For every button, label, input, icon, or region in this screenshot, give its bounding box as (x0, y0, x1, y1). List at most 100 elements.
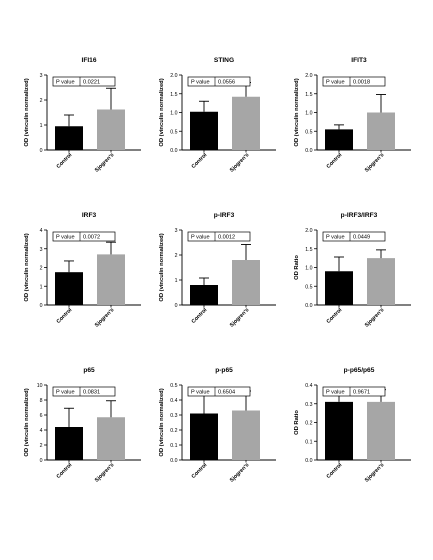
p-value: 0.0556 (218, 80, 235, 86)
y-tick-label: 0.1 (170, 443, 177, 449)
x-tick-label: Control (191, 307, 209, 325)
y-tick-label: 2 (40, 98, 43, 104)
x-tick-label: Control (326, 462, 344, 480)
p-value-label: P value (326, 390, 345, 396)
x-tick-label: Control (326, 152, 344, 170)
y-tick-label: 1.5 (305, 247, 312, 253)
y-tick-label: 0.5 (305, 284, 312, 290)
y-tick-label: 0.2 (170, 428, 177, 434)
bar-control (190, 111, 218, 150)
y-tick-label: 0.0 (170, 458, 177, 464)
x-tick-label: Control (191, 462, 209, 480)
bar-sjogrens (367, 401, 395, 460)
y-tick-label: 3 (40, 73, 43, 79)
x-tick-label: Control (56, 462, 74, 480)
y-tick-label: 6 (40, 413, 43, 419)
y-tick-label: 0.0 (170, 148, 177, 154)
x-tick-label: Sjogren's (364, 152, 385, 173)
chart-panel-8: p-p65 OD (vinculin normalized) 0.0 0.1 0.2 0.… (159, 367, 276, 484)
chart-panel-1: IFI16 OD (vinculin normalized) 0 1 2 3 Control… (24, 57, 141, 174)
p-value: 0.0449 (353, 235, 370, 241)
y-tick-label: 0.0 (305, 148, 312, 154)
y-tick-label: 0.5 (170, 383, 177, 389)
y-tick-label: 3 (175, 228, 178, 234)
chart-panel-3: IFIT3 OD (vinculin normalized) 0.0 0.5 1.0 1.… (294, 57, 411, 174)
y-tick-label: 0.4 (305, 383, 312, 389)
chart-panel-7: p65 OD (vinculin normalized) 0 2 4 6 8 10 Contro… (24, 367, 141, 484)
y-tick-label: 0.0 (305, 458, 312, 464)
x-tick-label: Sjogren's (94, 307, 115, 328)
bar-control (190, 285, 218, 305)
y-tick-label: 1.0 (170, 111, 177, 117)
bar-control (325, 271, 353, 305)
y-tick-label: 0 (175, 303, 178, 309)
y-tick-label: 0.5 (170, 129, 177, 135)
y-axis-label: OD (vinculin normalized) (159, 388, 165, 456)
y-tick-label: 4 (40, 428, 43, 434)
bar-sjogrens (97, 417, 125, 460)
chart-title: p65 (83, 367, 95, 374)
chart-title: p-p65 (215, 367, 233, 374)
p-value: 0.0072 (83, 235, 100, 241)
chart-title: p-IRF3/IRF3 (341, 212, 378, 219)
chart-title: IFIT3 (351, 57, 367, 64)
x-tick-label: Sjogren's (229, 152, 250, 173)
p-value-box (187, 76, 251, 87)
x-tick-label: Control (56, 152, 74, 170)
p-value-box (52, 386, 116, 397)
p-value-label: P value (56, 390, 75, 396)
y-axis-label: OD Ratio (294, 255, 300, 280)
x-tick-label: Control (326, 307, 344, 325)
bar-control (325, 129, 353, 150)
p-value: 0.0018 (353, 80, 370, 86)
bar-sjogrens (232, 260, 260, 305)
p-value-box (187, 231, 251, 242)
p-value-box (52, 76, 116, 87)
x-tick-label: Sjogren's (94, 152, 115, 173)
y-tick-label: 0.2 (305, 421, 312, 427)
y-axis-label: OD (vinculin normalized) (24, 78, 30, 146)
chart-title: STING (214, 57, 234, 64)
p-value-label: P value (191, 235, 210, 241)
y-tick-label: 1 (40, 123, 43, 129)
x-tick-label: Sjogren's (229, 462, 250, 483)
p-value: 0.0012 (218, 235, 235, 241)
chart-title: IRF3 (82, 212, 97, 219)
bar-sjogrens (367, 258, 395, 305)
chart-panel-6: p-IRF3/IRF3 OD Ratio 0.0 0.5 1.0 1.5 2.0 Contro… (294, 212, 411, 329)
y-tick-label: 0.5 (305, 129, 312, 135)
p-value-label: P value (326, 235, 345, 241)
y-tick-label: 8 (40, 398, 43, 404)
bar-sjogrens (97, 109, 125, 150)
bar-control (325, 401, 353, 460)
chart-title: p-p65/p65 (344, 367, 375, 374)
p-value-box (52, 231, 116, 242)
y-tick-label: 1.0 (305, 111, 312, 117)
y-tick-label: 2.0 (305, 73, 312, 79)
bar-control (55, 126, 83, 150)
p-value-label: P value (326, 80, 345, 86)
chart-title: IFI16 (81, 57, 96, 64)
bar-control (55, 427, 83, 460)
x-tick-label: Control (191, 152, 209, 170)
y-axis-label: OD Ratio (294, 410, 300, 435)
y-tick-label: 0.0 (305, 303, 312, 309)
y-tick-label: 2.0 (170, 73, 177, 79)
y-tick-label: 1 (175, 278, 178, 284)
y-tick-label: 0 (40, 303, 43, 309)
x-tick-label: Sjogren's (364, 462, 385, 483)
y-axis-label: OD (vinculin normalized) (294, 78, 300, 146)
y-tick-label: 2 (40, 266, 43, 272)
y-axis-label: OD (vinculin normalized) (159, 233, 165, 301)
bar-sjogrens (97, 254, 125, 305)
y-tick-label: 1.5 (170, 92, 177, 98)
y-tick-label: 10 (37, 383, 43, 389)
y-tick-label: 2.0 (305, 228, 312, 234)
x-tick-label: Sjogren's (229, 307, 250, 328)
y-tick-label: 2 (40, 443, 43, 449)
chart-title: p-IRF3 (214, 212, 235, 219)
chart-panel-2: STING OD (vinculin normalized) 0.0 0.5 1.0 1.… (159, 57, 276, 174)
bar-sjogrens (367, 112, 395, 150)
bar-control (55, 272, 83, 305)
